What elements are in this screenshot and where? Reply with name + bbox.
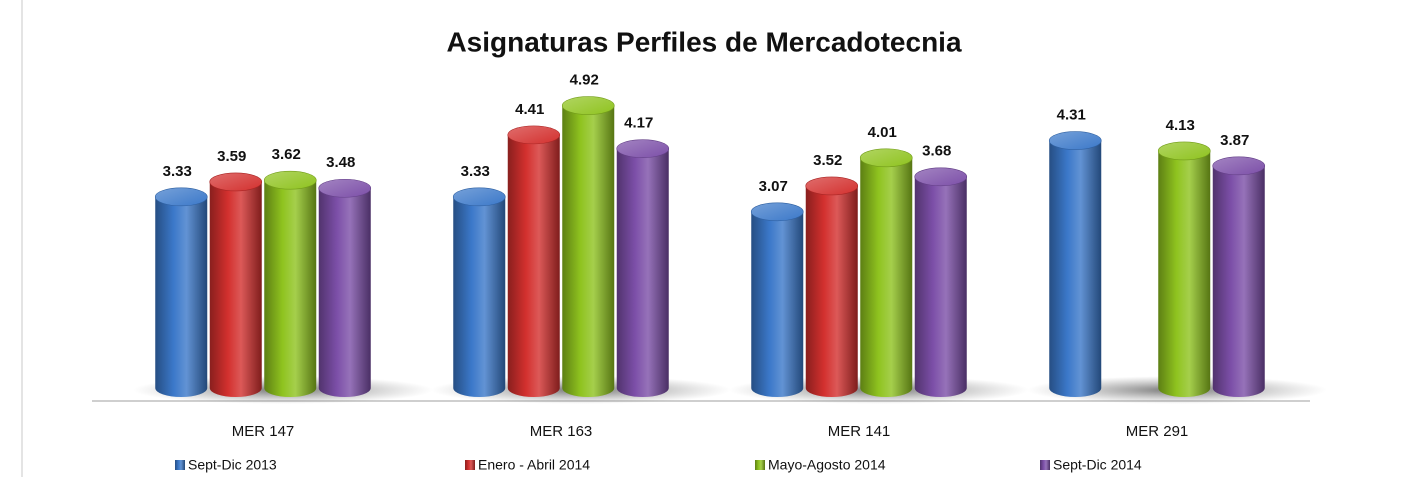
bar xyxy=(318,188,371,397)
x-tick-label: MER 291 xyxy=(1126,423,1189,440)
data-label: 4.92 xyxy=(570,72,599,89)
legend-swatch xyxy=(465,460,475,470)
x-tick-label: MER 141 xyxy=(828,423,891,440)
bar-top xyxy=(561,96,615,115)
data-label: 4.31 xyxy=(1057,107,1086,124)
bar-top xyxy=(1157,141,1211,161)
bar xyxy=(155,196,208,397)
x-tick-label: MER 163 xyxy=(530,423,593,440)
data-label: 3.52 xyxy=(813,152,842,169)
bar xyxy=(751,211,804,397)
data-label: 4.01 xyxy=(868,124,897,141)
bar xyxy=(1158,150,1211,397)
legend-swatch xyxy=(1040,460,1050,470)
bar-top xyxy=(616,139,670,158)
bar-top xyxy=(1048,131,1102,150)
bar xyxy=(914,176,967,397)
data-label: 3.62 xyxy=(272,146,301,163)
bar-top xyxy=(452,187,506,207)
data-label: 3.59 xyxy=(217,148,246,165)
bar xyxy=(562,105,615,397)
chart-title: Asignaturas Perfiles de Mercadotecnia xyxy=(446,26,962,57)
data-label: 4.13 xyxy=(1166,117,1195,134)
legend-label: Sept-Dic 2013 xyxy=(188,457,277,473)
legend-label: Sept-Dic 2014 xyxy=(1053,457,1142,473)
bar xyxy=(453,196,506,397)
legend-swatch xyxy=(175,460,185,470)
bar xyxy=(507,134,560,397)
x-tick-label: MER 147 xyxy=(232,423,295,440)
bar-top xyxy=(209,172,263,192)
bar xyxy=(805,185,858,397)
data-label: 4.17 xyxy=(624,115,653,132)
legend-swatch xyxy=(755,460,765,470)
bar-top xyxy=(318,178,372,198)
bar-top xyxy=(507,125,561,145)
legend-label: Mayo-Agosto 2014 xyxy=(768,457,886,473)
data-label: 3.07 xyxy=(759,178,788,195)
bar xyxy=(860,157,913,397)
data-label: 4.41 xyxy=(515,101,544,118)
bar-top xyxy=(859,148,913,168)
bar xyxy=(1212,165,1265,397)
data-label: 3.68 xyxy=(922,143,951,160)
bar xyxy=(616,148,669,397)
bar-top xyxy=(1212,156,1266,176)
data-label: 3.33 xyxy=(163,163,192,180)
legend-label: Enero - Abril 2014 xyxy=(478,457,590,473)
data-label: 3.48 xyxy=(326,154,355,171)
bar xyxy=(1049,140,1102,397)
bar-top xyxy=(263,170,317,190)
bar xyxy=(209,181,262,397)
bar xyxy=(264,180,317,397)
data-label: 3.33 xyxy=(461,163,490,180)
bar-top xyxy=(805,176,859,196)
bar-top xyxy=(750,202,804,222)
bar-top xyxy=(154,187,208,207)
data-label: 3.87 xyxy=(1220,132,1249,149)
bar-top xyxy=(914,167,968,187)
